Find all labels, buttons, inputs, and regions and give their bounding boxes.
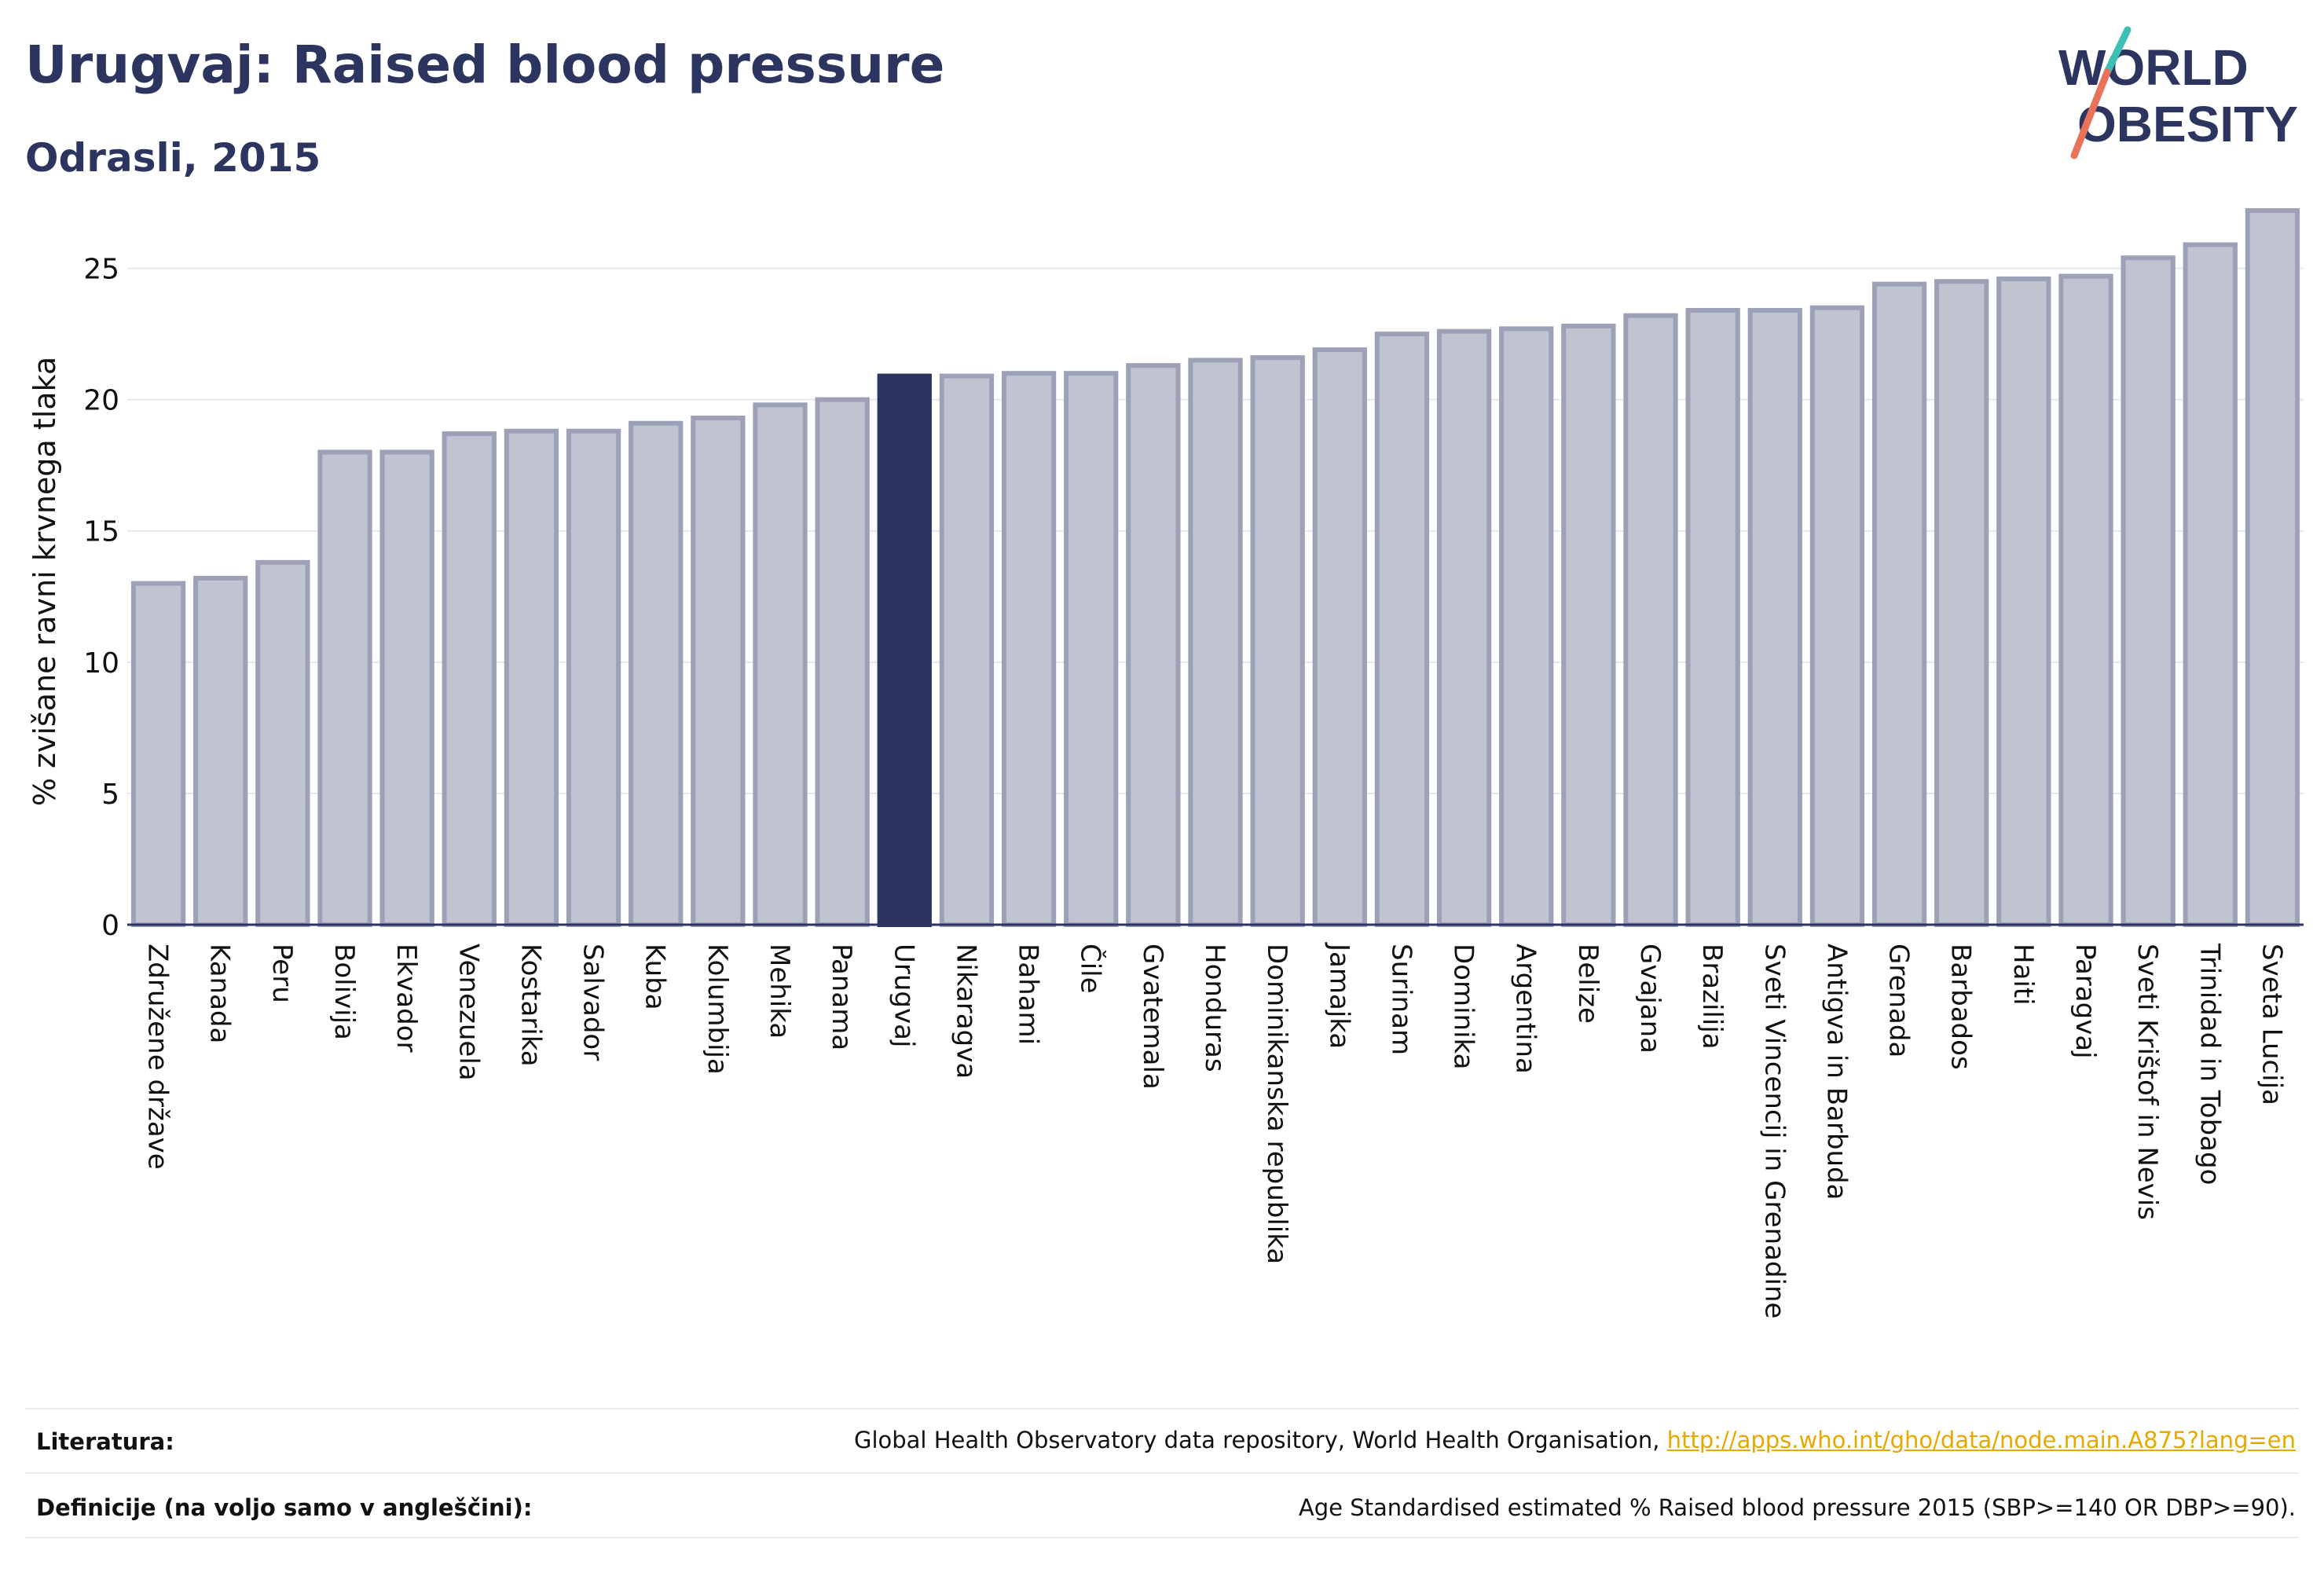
x-tick-label: Urugvaj (888, 944, 919, 1047)
y-axis-label: % zvišane ravni krvnega tlaka (27, 357, 62, 806)
bar-dominika (1436, 328, 1492, 927)
bar-haiti (1996, 276, 2051, 927)
chart-title: Urugvaj: Raised blood pressure (25, 35, 945, 95)
literature-text: Global Health Observatory data repositor… (853, 1427, 1667, 1453)
bar-mehika (753, 402, 808, 927)
x-tick-label: Bahami (1013, 944, 1044, 1045)
bar-belize (1561, 324, 1616, 928)
bar-barbados (1934, 279, 1989, 928)
x-tick-label: Brazilija (1696, 944, 1728, 1050)
chart-subtitle: Odrasli, 2015 (25, 135, 321, 181)
y-tick-label: 15 (83, 516, 119, 548)
x-tick-label: Gvatemala (1137, 944, 1168, 1090)
bar-urugvaj (877, 373, 932, 927)
x-tick-label: Antigva in Barbuda (1820, 944, 1852, 1200)
x-tick-label: Salvador (577, 944, 609, 1061)
x-tick-label: Kuba (640, 944, 671, 1010)
definitions-label: Definicije (na voljo samo v angleščini): (36, 1494, 533, 1521)
x-tick-label: Kanada (204, 944, 236, 1043)
y-tick-label: 20 (83, 385, 119, 417)
y-tick-label: 10 (83, 647, 119, 680)
literature-label: Literatura: (36, 1428, 174, 1455)
bar-sveti-krištof-in-nevis (2121, 255, 2176, 928)
logo-line1: WORLD (2058, 39, 2249, 96)
x-tick-label: Sveti Krištof in Nevis (2132, 944, 2163, 1220)
x-tick-label: Trinidad in Tobago (2194, 943, 2225, 1185)
bar-gvajana (1623, 313, 1678, 927)
x-tick-label: Ekvador (390, 944, 422, 1053)
logo-line2: OBESITY (2077, 96, 2298, 152)
x-tick-label: Honduras (1199, 944, 1230, 1072)
y-tick-label: 0 (101, 910, 119, 942)
bar-brazilija (1685, 308, 1740, 928)
bar-dominikanska-republika (1250, 355, 1305, 927)
x-tick-label: Belize (1572, 944, 1604, 1024)
x-tick-label: Mehika (764, 944, 795, 1039)
bar-peru (255, 559, 310, 927)
literature-source: Global Health Observatory data repositor… (854, 1427, 2296, 1453)
bar-surinam (1374, 332, 1430, 928)
definitions-text: Age Standardised estimated % Raised bloo… (1298, 1494, 2296, 1521)
y-tick-label: 25 (83, 254, 119, 286)
x-tick-label: Dominikanska republika (1261, 944, 1292, 1264)
bar-bolivija (317, 449, 372, 927)
world-obesity-logo: WORLD OBESITY (2058, 26, 2298, 159)
x-tick-label: Argentina (1510, 944, 1541, 1074)
bar-chart: 0 5 10 15 20 25 Združene države Kanada Peru Boliv… (27, 208, 2304, 1318)
y-tick-label: 5 (101, 779, 119, 811)
x-tick-label: Sveti Vincencij in Grenadine (1758, 944, 1790, 1318)
literature-link[interactable]: http://apps.who.int/gho/data/node.main.A… (1666, 1427, 2296, 1453)
bar-panama (815, 397, 870, 927)
x-tick-label: Grenada (1883, 944, 1915, 1057)
x-tick-label: Dominika (1448, 944, 1479, 1069)
footer-divider (25, 1408, 2299, 1409)
bar-antigva-in-barbuda (1809, 305, 1865, 927)
x-tick-label: Nikaragva (950, 944, 981, 1079)
bar-trinidad-in-tobago (2183, 242, 2238, 927)
x-tick-label: Panama (826, 944, 857, 1050)
footer-divider (25, 1472, 2299, 1474)
bar-ekvador (379, 449, 434, 927)
bar-grenada (1871, 281, 1927, 927)
bar-honduras (1188, 357, 1243, 927)
bar-salvador (566, 428, 621, 927)
x-tick-label: Čile (1075, 944, 1107, 994)
bar-venezuela (442, 431, 497, 927)
x-tick-label: Paragvaj (2069, 944, 2101, 1059)
bar-gvatemala (1126, 363, 1181, 927)
bar-jamajka (1312, 347, 1367, 927)
bar-kostarika (504, 428, 559, 927)
bar-kolumbija (691, 416, 746, 927)
bar-paragvaj (2058, 273, 2113, 927)
bar-argentina (1499, 326, 1554, 927)
x-tick-label: Jamajka (1323, 942, 1354, 1049)
x-tick-label: Gvajana (1634, 944, 1666, 1054)
x-tick-label: Bolivija (328, 944, 360, 1040)
bar-layer (130, 208, 2300, 928)
bar-sveta-lucija (2245, 208, 2300, 927)
x-tick-label: Surinam (1385, 944, 1417, 1055)
footer-divider (25, 1537, 2299, 1538)
bar-kuba (629, 420, 684, 927)
bar-združene-države (130, 581, 186, 928)
x-tick-label: Združene države (142, 944, 174, 1170)
x-tick-label: Kolumbija (702, 944, 733, 1075)
bar-bahami (1001, 371, 1057, 927)
bar-nikaragva (939, 373, 995, 927)
x-tick-label: Venezuela (453, 944, 484, 1081)
x-tick-label: Peru (266, 944, 298, 1003)
bar-sveti-vincencij-in-grenadine (1747, 308, 1802, 928)
x-tick-label: Kostarika (515, 944, 546, 1067)
x-tick-label: Haiti (2007, 944, 2039, 1006)
x-tick-label: Sveta Lucija (2256, 944, 2287, 1105)
x-tick-label: Barbados (1945, 944, 1977, 1070)
axis-layer: 0 5 10 15 20 25 Združene države Kanada Peru Boliv… (83, 254, 2304, 1318)
bar-čile (1064, 371, 1119, 927)
bar-kanada (193, 575, 248, 927)
